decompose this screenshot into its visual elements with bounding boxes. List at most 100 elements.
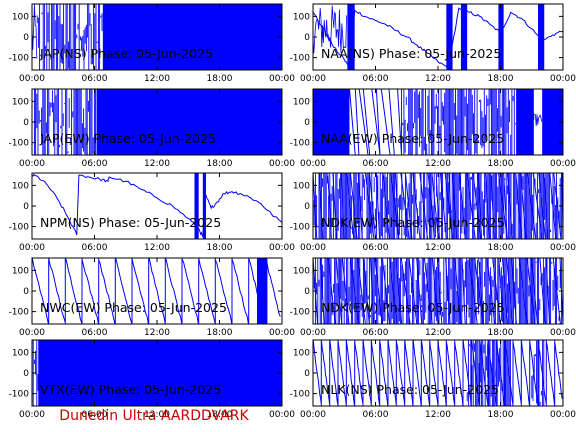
chart-panel-5: 100 0 -100 00:00 06:00 12:00 18:00 00:00 NPM(NS)… bbox=[9, 172, 295, 253]
x-tick-label: 00:00 bbox=[550, 74, 576, 84]
x-tick-label: 00:00 bbox=[550, 410, 576, 420]
y-tick-label: 100 bbox=[293, 97, 310, 107]
y-tick-label: 0 bbox=[304, 118, 310, 128]
phase-sawtooth bbox=[32, 258, 282, 324]
phase-noise bbox=[533, 113, 543, 127]
y-tick-label: 0 bbox=[23, 202, 29, 212]
y-tick-label: 0 bbox=[23, 369, 29, 379]
y-tick-label: -100 bbox=[9, 223, 30, 233]
x-tick-label: 18:00 bbox=[207, 328, 233, 338]
x-tick-label: 12:00 bbox=[144, 410, 170, 420]
y-tick-label: -100 bbox=[9, 308, 30, 318]
phase-band bbox=[313, 89, 350, 155]
phase-bars bbox=[32, 89, 97, 155]
phase-trace bbox=[313, 7, 563, 69]
plot-area bbox=[32, 89, 282, 155]
phase-bars bbox=[313, 258, 563, 324]
x-tick-label: 18:00 bbox=[207, 410, 233, 420]
x-tick-label: 00:00 bbox=[269, 74, 295, 84]
chart-panel-3: 100 0 -100 00:00 06:00 12:00 18:00 00:00 JAP(EW)… bbox=[9, 88, 295, 169]
plot-area bbox=[313, 4, 563, 70]
x-tick-label: 12:00 bbox=[425, 159, 451, 169]
x-tick-label: 18:00 bbox=[488, 243, 514, 253]
phase-band bbox=[38, 340, 282, 406]
x-tick-label: 06:00 bbox=[82, 410, 108, 420]
plot-area bbox=[313, 89, 563, 155]
x-tick-label: 06:00 bbox=[82, 74, 108, 84]
y-tick-label: 0 bbox=[304, 33, 310, 43]
x-tick-label: 00:00 bbox=[550, 243, 576, 253]
chart-panel-10: 100 0 -100 00:00 06:00 12:00 18:00 00:00 NLK(NS)… bbox=[290, 339, 576, 420]
y-tick-label: 0 bbox=[304, 369, 310, 379]
y-tick-label: -100 bbox=[9, 54, 30, 64]
chart-panel-6: 100 0 -100 00:00 06:00 12:00 18:00 00:00 NDK(EW)… bbox=[290, 172, 576, 253]
plot-area bbox=[313, 173, 563, 239]
chart-panel-9: 100 0 -100 00:00 06:00 12:00 18:00 00:00 VTX(EW)… bbox=[9, 339, 295, 420]
phase-band bbox=[538, 4, 545, 70]
chart-title: NAA(EW) Phase: 05-Jun-2025 bbox=[321, 131, 504, 146]
chart-title: NDK(EW) Phase: 05-Jun-2025 bbox=[321, 215, 505, 230]
chart-title: JAP(EW) Phase: 05-Jun-2025 bbox=[39, 131, 216, 146]
x-tick-label: 06:00 bbox=[363, 74, 389, 84]
x-tick-label: 00:00 bbox=[269, 410, 295, 420]
phase-band bbox=[102, 4, 282, 70]
phase-noise bbox=[32, 4, 38, 59]
y-tick-label: -100 bbox=[9, 139, 30, 149]
y-tick-label: 0 bbox=[304, 202, 310, 212]
plot-area bbox=[313, 340, 563, 406]
chart-panel-2: 100 0 -100 00:00 06:00 12:00 18:00 00:00 NAA(NS)… bbox=[290, 3, 576, 84]
phase-sawtooth bbox=[313, 340, 563, 406]
phase-band bbox=[516, 89, 534, 155]
phase-bars bbox=[466, 340, 511, 406]
x-tick-label: 18:00 bbox=[207, 243, 233, 253]
x-tick-label: 06:00 bbox=[363, 159, 389, 169]
y-tick-label: 100 bbox=[12, 181, 29, 191]
chart-panel-8: 100 0 -100 00:00 06:00 12:00 18:00 00:00 NDK(EW)… bbox=[290, 257, 576, 338]
y-tick-label: 100 bbox=[12, 12, 29, 22]
plot-area bbox=[32, 340, 282, 406]
x-tick-label: 00:00 bbox=[269, 328, 295, 338]
phase-band bbox=[347, 4, 355, 70]
y-tick-label: 0 bbox=[23, 33, 29, 43]
chart-title: NLK(NS) Phase: 05-Jun-2025 bbox=[321, 382, 499, 397]
y-tick-label: 100 bbox=[12, 97, 29, 107]
chart-title: JAP(NS) Phase: 05-Jun-2025 bbox=[39, 46, 213, 61]
phase-band bbox=[257, 258, 268, 324]
x-tick-label: 12:00 bbox=[144, 159, 170, 169]
phase-band bbox=[460, 4, 468, 70]
x-tick-label: 00:00 bbox=[269, 243, 295, 253]
x-tick-label: 12:00 bbox=[144, 243, 170, 253]
x-tick-label: 00:00 bbox=[19, 74, 45, 84]
x-tick-label: 18:00 bbox=[488, 410, 514, 420]
phase-bars bbox=[401, 89, 516, 155]
x-tick-label: 18:00 bbox=[207, 159, 233, 169]
chart-title: NPM(NS) Phase: 05-Jun-2025 bbox=[40, 215, 221, 230]
y-tick-label: 100 bbox=[293, 266, 310, 276]
chart-title: NWC(EW) Phase: 05-Jun-2025 bbox=[40, 300, 227, 315]
x-tick-label: 00:00 bbox=[269, 159, 295, 169]
y-tick-label: 100 bbox=[293, 181, 310, 191]
chart-title: NAA(NS) Phase: 05-Jun-2025 bbox=[321, 46, 501, 61]
y-tick-label: 100 bbox=[293, 12, 310, 22]
x-tick-label: 00:00 bbox=[19, 328, 45, 338]
x-tick-label: 00:00 bbox=[300, 159, 326, 169]
phase-band bbox=[96, 89, 282, 155]
phase-band bbox=[446, 4, 453, 70]
x-tick-label: 12:00 bbox=[144, 328, 170, 338]
x-tick-label: 06:00 bbox=[82, 328, 108, 338]
x-tick-label: 06:00 bbox=[82, 243, 108, 253]
phase-band bbox=[542, 89, 563, 155]
phase-band bbox=[194, 173, 199, 239]
phase-bars bbox=[313, 173, 563, 239]
plot-area bbox=[32, 4, 282, 70]
x-tick-label: 00:00 bbox=[300, 328, 326, 338]
y-tick-label: -100 bbox=[290, 390, 311, 400]
y-tick-label: -100 bbox=[290, 54, 311, 64]
x-tick-label: 00:00 bbox=[19, 243, 45, 253]
y-tick-label: 100 bbox=[12, 266, 29, 276]
y-tick-label: -100 bbox=[9, 390, 30, 400]
y-tick-label: -100 bbox=[290, 139, 311, 149]
chart-title: NDK(EW) Phase: 05-Jun-2025 bbox=[321, 300, 505, 315]
x-tick-label: 18:00 bbox=[488, 74, 514, 84]
